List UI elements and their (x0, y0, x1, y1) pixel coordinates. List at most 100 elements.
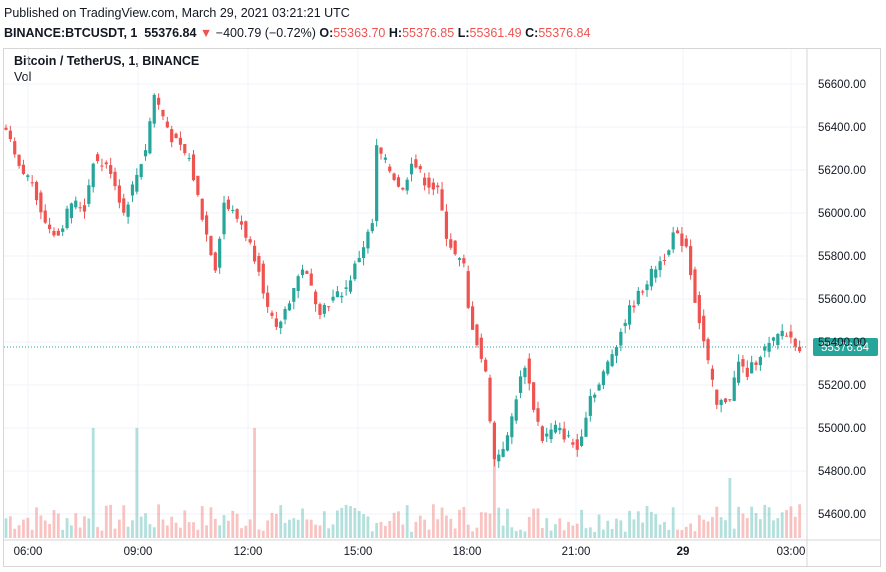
candle-body (87, 185, 91, 204)
candle-body (793, 338, 797, 347)
volume-bar (510, 527, 514, 538)
candle-body (453, 240, 457, 255)
volume-bar (113, 528, 117, 538)
candle-body (754, 362, 758, 365)
candle-body (161, 109, 165, 117)
legend-symbol[interactable]: Bitcoin / TetherUS, 1, BINANCE (14, 54, 200, 68)
candle-body (235, 209, 239, 219)
volume-bar (43, 520, 47, 538)
volume-bar (157, 504, 161, 538)
candle-body (296, 276, 300, 291)
candle-body (122, 198, 126, 213)
candle-body (361, 247, 366, 258)
volume-bar (401, 524, 405, 538)
volume-bar (314, 524, 318, 538)
volume-bar (532, 508, 536, 538)
candle-body (4, 127, 8, 130)
candle-body (645, 284, 649, 291)
volume-bar (296, 519, 300, 538)
volume-bar (353, 507, 357, 538)
volume-bar (776, 518, 780, 538)
candle-body (56, 230, 60, 236)
volume-bar (506, 508, 509, 538)
candle-body (300, 269, 305, 276)
volume-bar (266, 520, 270, 538)
low-label: L: (457, 26, 470, 40)
candle-body (43, 210, 47, 223)
close-value: 55376.84 (538, 26, 591, 40)
candle-body (274, 318, 278, 327)
volume-bar (183, 510, 187, 538)
volume-bar (758, 519, 762, 538)
candle-body (649, 268, 653, 287)
volume-bar (667, 529, 671, 538)
candle-body (510, 416, 514, 438)
candle-body (39, 192, 43, 213)
candle-body (187, 158, 191, 160)
volume-bar (680, 530, 684, 538)
candle-body (8, 130, 12, 140)
candle-body (614, 347, 619, 356)
candle-body (409, 163, 414, 175)
candle-body (776, 334, 780, 346)
candle-body (627, 305, 632, 325)
candle-body (697, 295, 701, 324)
candle-body (536, 408, 540, 422)
volume-bar (793, 516, 797, 538)
candle-body (388, 166, 392, 172)
candle-body (414, 159, 418, 168)
candle-body (558, 427, 562, 431)
candle-body (257, 256, 261, 272)
volume-bar (697, 515, 701, 538)
candle-body (74, 200, 78, 208)
volume-bar (671, 507, 675, 538)
candle-body (283, 308, 287, 320)
volume-bar (209, 507, 213, 538)
y-tick-label: 56400.00 (818, 122, 866, 134)
volume-bar (336, 510, 339, 538)
candle-body (183, 144, 187, 154)
volume-bar (466, 524, 470, 538)
volume-bar (100, 530, 104, 538)
candle-body (575, 439, 579, 450)
volume-bar (514, 530, 518, 538)
candle-body (157, 97, 161, 105)
volume-bar (501, 525, 505, 538)
candle-body (423, 177, 427, 186)
candle-body (588, 396, 592, 416)
candle-body (353, 263, 357, 280)
candle-body (553, 424, 558, 433)
volume-bar (593, 531, 597, 538)
x-tick-label: 29 (677, 546, 690, 558)
volume-bar (248, 519, 252, 538)
candle-body (174, 133, 178, 139)
last-price: 55376.84 (144, 26, 197, 40)
candle-body (226, 199, 230, 210)
candle-body (165, 121, 169, 128)
volume-bar (383, 525, 387, 538)
volume-bar (767, 507, 771, 538)
volume-bar (135, 428, 139, 538)
volume-bar (410, 531, 413, 538)
volume-bar (379, 521, 383, 538)
candle-body (65, 208, 69, 228)
candle-body (335, 291, 340, 298)
volume-bar (104, 505, 108, 538)
candle-body (518, 376, 523, 393)
candle-body (130, 184, 135, 196)
volume-bar (615, 518, 618, 538)
candle-body (431, 182, 435, 190)
candle-body (771, 337, 776, 341)
candle-body (279, 321, 283, 329)
legend-volume[interactable]: Vol (14, 70, 32, 84)
volume-bar (623, 531, 627, 538)
candle-body (671, 232, 675, 250)
volume-bar (65, 518, 69, 538)
volume-bar (349, 506, 352, 538)
candle-body (497, 454, 501, 462)
volume-bar (218, 525, 222, 538)
candle-body (209, 236, 213, 256)
volume-bar (741, 513, 745, 538)
volume-bar (763, 504, 767, 538)
